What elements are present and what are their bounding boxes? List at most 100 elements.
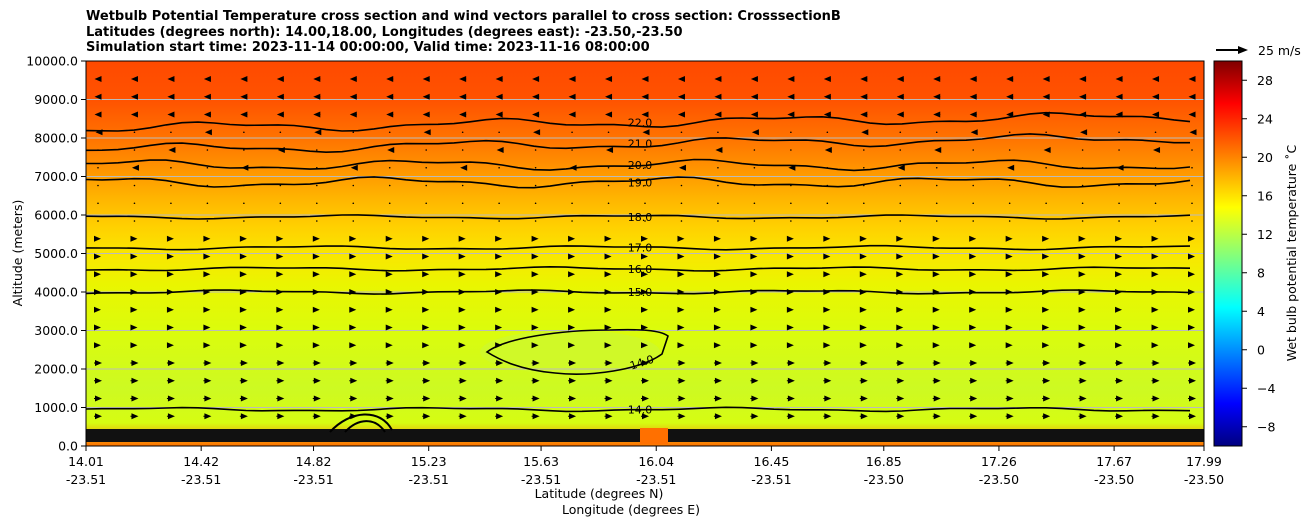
wind-vector: [133, 149, 136, 151]
wind-vector: [167, 377, 175, 384]
wind-vector: [461, 184, 464, 187]
wind-vector: [276, 324, 284, 331]
wind-vector: [1005, 289, 1013, 295]
wind-vector: [386, 395, 394, 402]
y-tick-label: 8000.0: [34, 131, 78, 146]
wind-vector: [1078, 289, 1086, 295]
wind-vector: [532, 76, 540, 82]
colorbar: [1213, 60, 1243, 447]
wind-vector: [970, 377, 978, 384]
wind-vector: [1188, 111, 1196, 118]
wind-vector: [970, 360, 978, 366]
wind-vector: [713, 235, 721, 242]
wind-vector: [896, 93, 904, 100]
x-tick-label-lon: -23.51: [636, 472, 676, 487]
wind-vector: [1115, 324, 1123, 331]
wind-vector: [312, 342, 320, 349]
wind-vector: [314, 129, 322, 136]
wind-vector: [1188, 289, 1195, 295]
wind-vector: [277, 147, 285, 153]
wind-vector: [349, 324, 357, 331]
wind-vector: [932, 271, 940, 278]
wind-vector: [495, 324, 503, 331]
wind-vector: [425, 149, 428, 151]
wind-vector: [131, 395, 139, 402]
wind-vector: [860, 377, 868, 384]
wind-vector: [458, 306, 466, 313]
wind-vector: [750, 271, 758, 278]
wind-vector: [425, 202, 428, 205]
contour-line: [86, 176, 1191, 189]
wind-vector: [823, 289, 831, 295]
wind-vector: [969, 306, 977, 313]
wind-vector: [240, 93, 248, 100]
chart-title: Wetbulb Potential Temperature cross sect…: [86, 9, 841, 56]
wind-vector: [605, 413, 613, 420]
title-line-1: Wetbulb Potential Temperature cross sect…: [86, 9, 841, 24]
wind-vector: [459, 93, 467, 100]
wind-vector: [496, 413, 504, 420]
wind-vector: [385, 342, 393, 349]
wind-vector: [787, 413, 795, 420]
wind-vector: [168, 147, 176, 153]
wind-vector: [458, 271, 466, 278]
wind-vector: [1152, 395, 1160, 402]
wind-vector: [95, 129, 103, 136]
wind-vector: [534, 184, 537, 187]
wind-vector: [388, 220, 391, 222]
y-tick-label: 4000.0: [34, 285, 78, 300]
wind-vector: [130, 342, 138, 349]
colorbar-ticks: 28 24 20 16 12 8 4 0 −4 −8: [1242, 73, 1275, 434]
wind-vector: [1116, 360, 1124, 366]
wind-vector: [677, 289, 685, 295]
wind-vector: [350, 360, 358, 366]
wind-vector: [170, 220, 172, 222]
wind-vector: [899, 184, 902, 187]
wind-vector: [860, 395, 868, 402]
wind-vector: [860, 93, 868, 100]
colorbar-label: Wet bulb potential temperature ˚C: [1284, 144, 1299, 361]
wind-vector: [605, 395, 613, 402]
wind-vector: [568, 253, 576, 260]
wind-vector: [644, 220, 646, 222]
wind-vector: [496, 360, 504, 366]
wind-vector: [531, 235, 539, 242]
wind-vector: [568, 93, 576, 100]
wind-vector: [97, 202, 99, 205]
wind-vector: [95, 413, 102, 420]
wind-vector: [534, 220, 537, 222]
wind-vector: [1045, 166, 1047, 169]
wind-vector: [972, 184, 974, 187]
wind-vector: [461, 202, 464, 205]
wind-vector: [349, 271, 357, 278]
wind-vector: [422, 235, 430, 242]
wind-vector: [1005, 271, 1013, 278]
wind-vector: [316, 184, 318, 187]
wind-vector: [715, 147, 723, 153]
quiver-key-label: 25 m/s: [1258, 43, 1301, 58]
wind-vector: [350, 377, 358, 384]
colorbar-tick-label: 16: [1257, 188, 1273, 203]
wind-vector: [130, 111, 138, 118]
wind-vector: [276, 289, 284, 295]
wind-vector: [1005, 253, 1013, 260]
wind-vector: [569, 360, 577, 366]
y-tick-label: 6000.0: [34, 208, 78, 223]
wind-vector: [97, 184, 99, 187]
wind-vector: [458, 253, 466, 260]
wind-vector: [350, 395, 358, 402]
wind-vector: [167, 360, 175, 366]
wind-vector: [1008, 184, 1011, 187]
wind-vector: [786, 324, 794, 331]
wind-vector: [972, 220, 974, 222]
wind-vector: [495, 76, 503, 82]
wind-vector: [239, 306, 247, 313]
wind-vector: [316, 202, 318, 205]
wind-vector: [1189, 377, 1196, 384]
wind-vector: [316, 149, 318, 151]
wind-vector: [1042, 76, 1050, 82]
wind-vector: [606, 147, 614, 153]
wind-vector: [642, 395, 649, 402]
wind-vector: [422, 253, 430, 260]
colorbar-tick-label: 28: [1257, 73, 1273, 88]
